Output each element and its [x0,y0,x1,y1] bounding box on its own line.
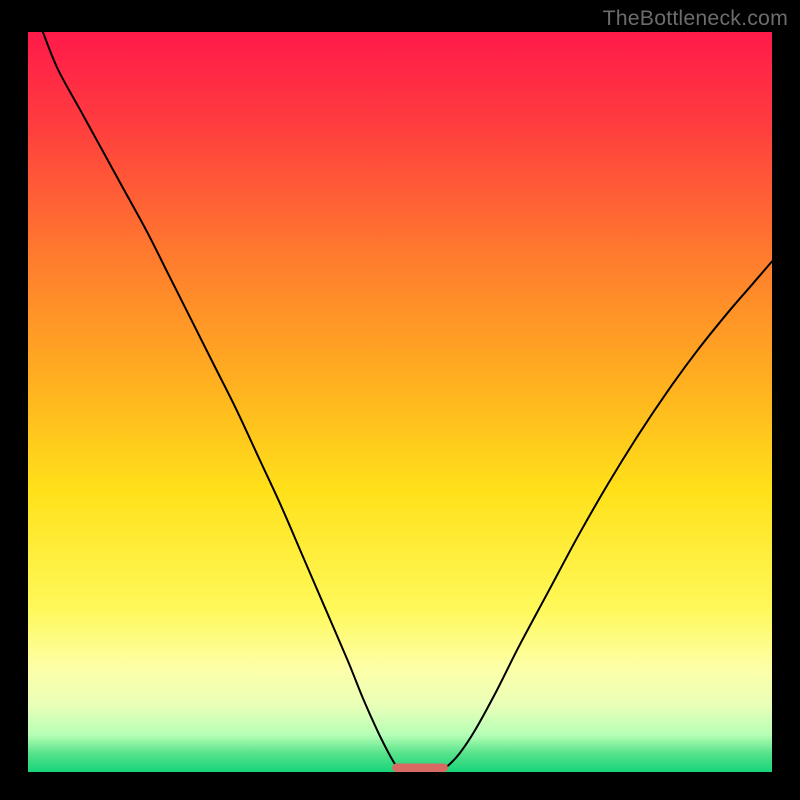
bottleneck-curve-chart [28,32,772,772]
bottom-marker [392,763,448,772]
plot-area [28,32,772,772]
chart-frame: TheBottleneck.com [0,0,800,800]
watermark-text: TheBottleneck.com [603,6,788,31]
